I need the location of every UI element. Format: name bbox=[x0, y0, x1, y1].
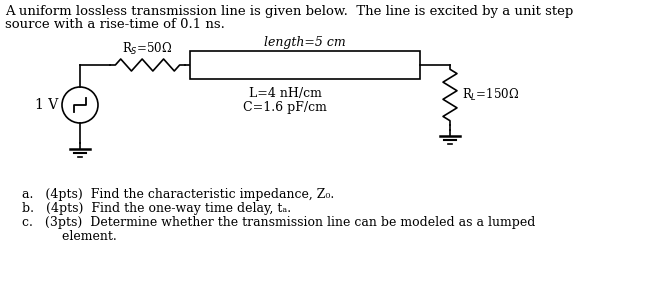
Text: source with a rise-time of 0.1 ns.: source with a rise-time of 0.1 ns. bbox=[5, 18, 225, 31]
Text: length=5 cm: length=5 cm bbox=[264, 36, 346, 49]
Text: 1 V: 1 V bbox=[35, 98, 58, 112]
Text: A uniform lossless transmission line is given below.  The line is excited by a u: A uniform lossless transmission line is … bbox=[5, 5, 573, 18]
Text: element.: element. bbox=[22, 230, 117, 243]
Text: a.   (4pts)  Find the characteristic impedance, Z₀.: a. (4pts) Find the characteristic impeda… bbox=[22, 188, 334, 201]
Text: L=4 nH/cm: L=4 nH/cm bbox=[248, 87, 321, 100]
Bar bbox=[190, 51, 420, 79]
Text: R$_S$=50Ω: R$_S$=50Ω bbox=[122, 41, 173, 57]
Text: b.   (4pts)  Find the one-way time delay, tₐ.: b. (4pts) Find the one-way time delay, t… bbox=[22, 202, 291, 215]
Text: c.   (3pts)  Determine whether the transmission line can be modeled as a lumped: c. (3pts) Determine whether the transmis… bbox=[22, 216, 535, 229]
Text: R$_L$=150Ω: R$_L$=150Ω bbox=[462, 87, 519, 103]
Text: C=1.6 pF/cm: C=1.6 pF/cm bbox=[243, 101, 327, 114]
